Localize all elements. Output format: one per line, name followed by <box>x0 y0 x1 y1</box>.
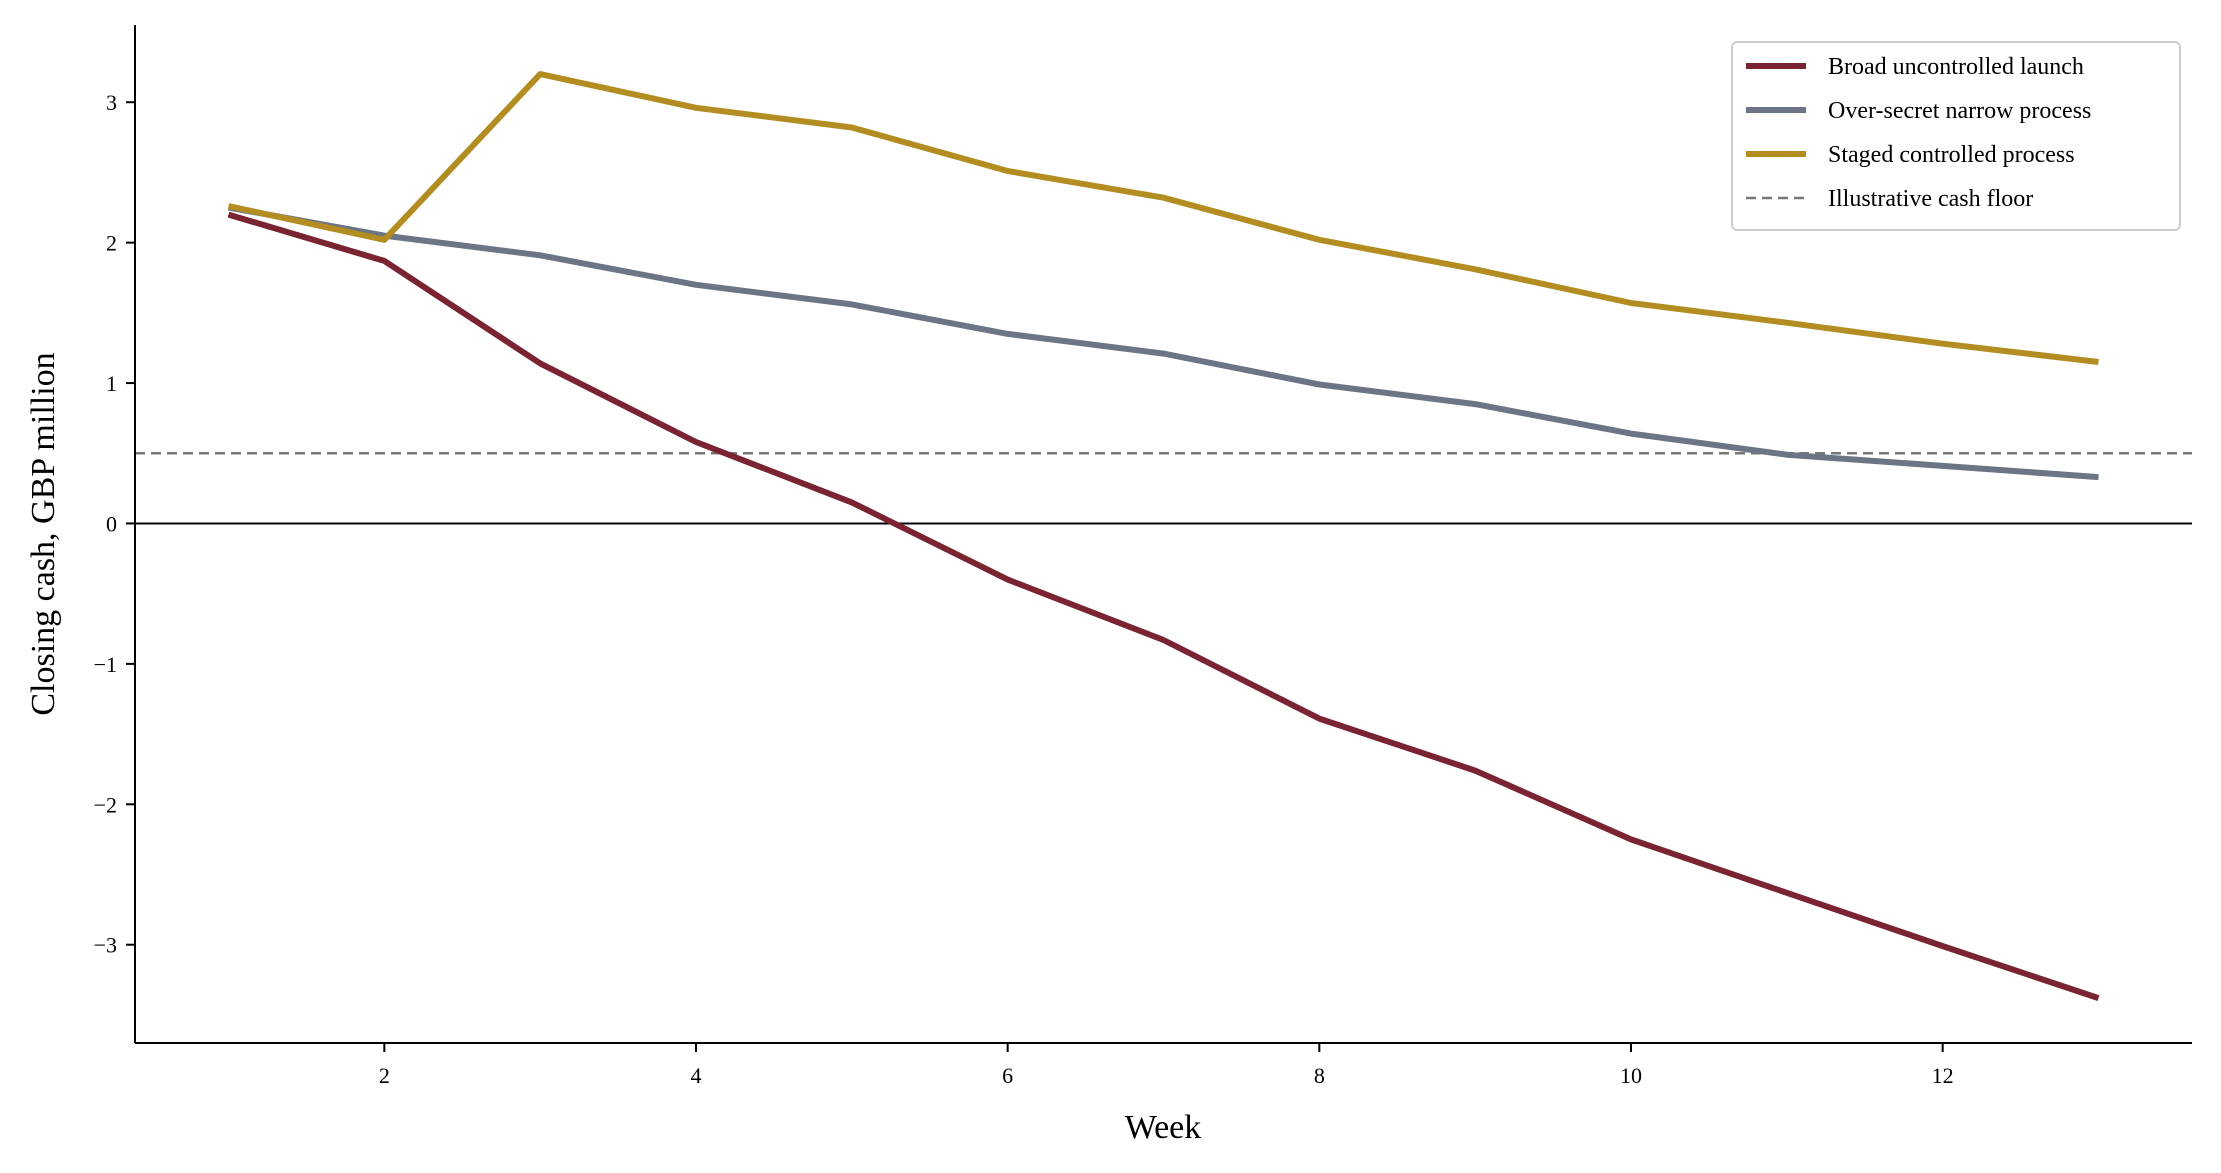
y-tick-label: 3 <box>106 90 117 115</box>
series-line-over-secret-narrow-process <box>227 204 2099 481</box>
legend-label-staged-controlled-process: Staged controlled process <box>1828 142 2075 168</box>
y-tick-label: −3 <box>94 933 117 958</box>
y-tick-label: 1 <box>106 371 117 396</box>
x-tick-label: 2 <box>379 1063 390 1088</box>
y-tick-label: −1 <box>94 652 117 677</box>
legend-box <box>1731 41 2181 231</box>
series-line-broad-uncontrolled-launch <box>227 211 2100 1001</box>
plot-area <box>135 71 2192 1001</box>
legend: Broad uncontrolled launch Over-secret nar… <box>1731 41 2181 231</box>
y-tick-label: −2 <box>94 792 117 817</box>
y-tick-label: 0 <box>106 511 117 536</box>
legend-label-over-secret-narrow-process: Over-secret narrow process <box>1828 98 2091 124</box>
x-tick-label: 6 <box>1002 1063 1013 1088</box>
x-axis-title: Week <box>1125 1109 1202 1146</box>
x-tick-label: 10 <box>1620 1063 1642 1088</box>
legend-label-illustrative-cash-floor: Illustrative cash floor <box>1828 186 2033 212</box>
legend-label-broad-uncontrolled-launch: Broad uncontrolled launch <box>1828 54 2084 80</box>
x-tick-label: 8 <box>1314 1063 1325 1088</box>
axes <box>134 25 2192 1044</box>
series-line-staged-controlled-process <box>227 71 2099 365</box>
y-tick-label: 2 <box>106 231 117 256</box>
y-axis-title: Closing cash, GBP million <box>25 352 62 715</box>
x-tick-label: 12 <box>1932 1063 1954 1088</box>
x-tick-label: 4 <box>691 1063 702 1088</box>
